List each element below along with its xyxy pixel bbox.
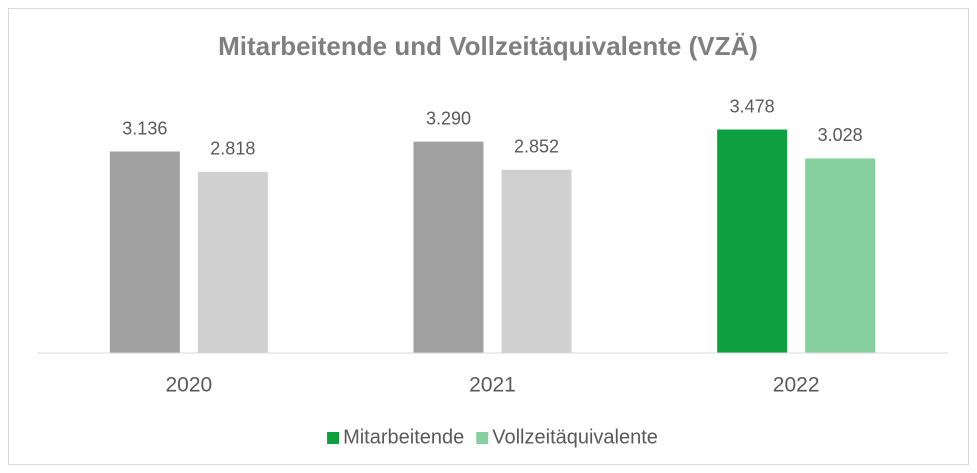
legend-swatch xyxy=(327,432,340,444)
legend-swatch xyxy=(476,432,489,444)
value-label: 2.818 xyxy=(210,139,255,159)
bar xyxy=(413,141,484,353)
value-label: 2.852 xyxy=(514,137,559,157)
bar xyxy=(109,151,180,353)
legend-label: Vollzeitäquivalente xyxy=(492,426,658,448)
x-tick-label: 2020 xyxy=(165,374,212,397)
bar xyxy=(805,158,876,353)
value-label: 3.136 xyxy=(122,118,167,138)
legend-label: Mitarbeitende xyxy=(343,426,464,448)
bar xyxy=(717,129,788,353)
value-label: 3.290 xyxy=(426,108,471,128)
bar xyxy=(501,169,572,353)
value-label: 3.478 xyxy=(730,96,775,116)
x-tick-label: 2022 xyxy=(773,374,820,397)
value-label: 3.028 xyxy=(818,125,863,145)
x-tick-label: 2021 xyxy=(469,374,516,397)
chart-title: Mitarbeitende und Vollzeitäquivalente (V… xyxy=(218,31,758,61)
bar xyxy=(197,171,268,353)
